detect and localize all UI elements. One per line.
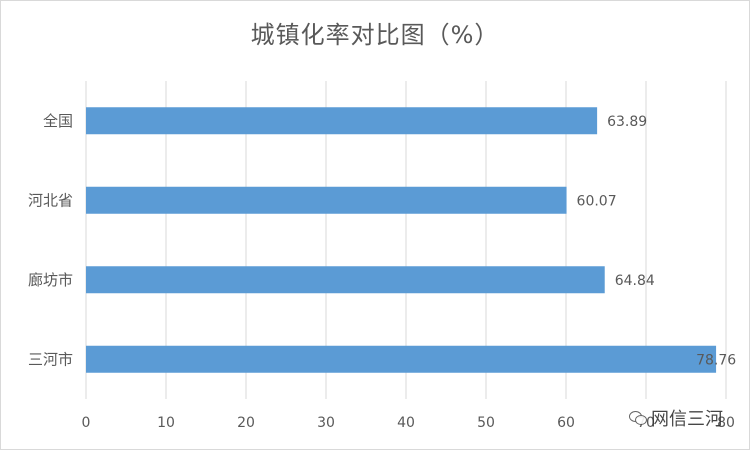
x-tick-label: 60 <box>557 415 575 431</box>
category-label: 全国 <box>43 112 73 130</box>
category-label: 河北省 <box>28 191 73 209</box>
watermark-text: 网信三河 <box>651 409 723 430</box>
x-tick-label: 80 <box>717 415 735 431</box>
bar <box>86 345 717 373</box>
data-label: 63.89 <box>607 114 647 130</box>
category-label: 三河市 <box>28 350 73 368</box>
bar <box>86 266 605 294</box>
watermark: 网信三河 <box>629 406 723 430</box>
bar <box>86 107 598 135</box>
data-label: 64.84 <box>615 273 655 289</box>
x-tick-label: 50 <box>477 415 495 431</box>
chart-title: 城镇化率对比图（%） <box>250 21 500 49</box>
x-tick-label: 10 <box>157 415 175 431</box>
x-tick-label: 40 <box>397 415 415 431</box>
data-label: 60.07 <box>577 193 617 209</box>
wechat-icon <box>629 410 647 426</box>
data-label: 78.76 <box>696 352 736 368</box>
x-tick-label: 20 <box>237 415 255 431</box>
category-label: 廊坊市 <box>28 271 73 289</box>
bar <box>86 186 567 214</box>
x-tick-label: 0 <box>82 415 91 431</box>
x-tick-label: 30 <box>317 415 335 431</box>
